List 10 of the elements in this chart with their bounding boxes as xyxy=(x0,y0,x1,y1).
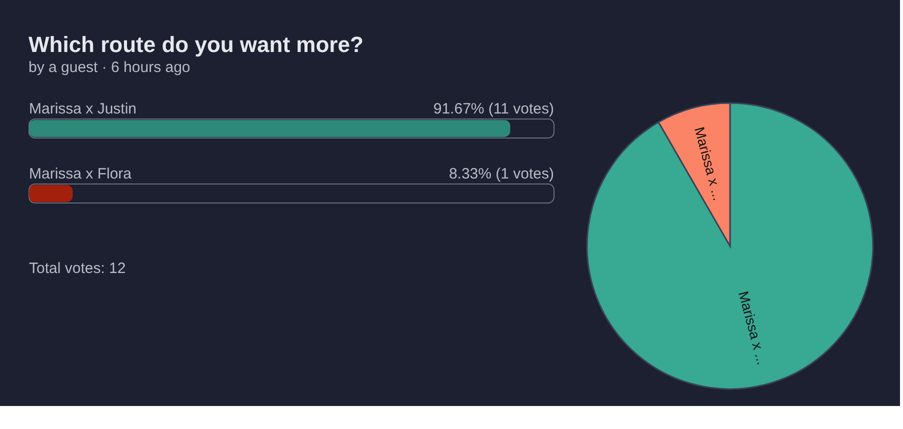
y-tick-label: Marissa x Justin xyxy=(29,100,137,118)
chart-title: Which route do you want more? xyxy=(28,32,364,57)
data-label: 91.67% (11 votes) xyxy=(433,100,554,118)
slice-label: Marissa x ... xyxy=(735,289,770,366)
slice-label: Marissa x ... xyxy=(691,125,726,202)
data-label: 8.33% (1 votes) xyxy=(448,166,554,182)
chart-subtitle: by a guest · 6 hours ago xyxy=(28,59,190,76)
y-tick-label: Marissa x Flora xyxy=(29,166,132,182)
pie-slice xyxy=(586,102,874,390)
text: Total votes: 12 xyxy=(29,260,126,277)
